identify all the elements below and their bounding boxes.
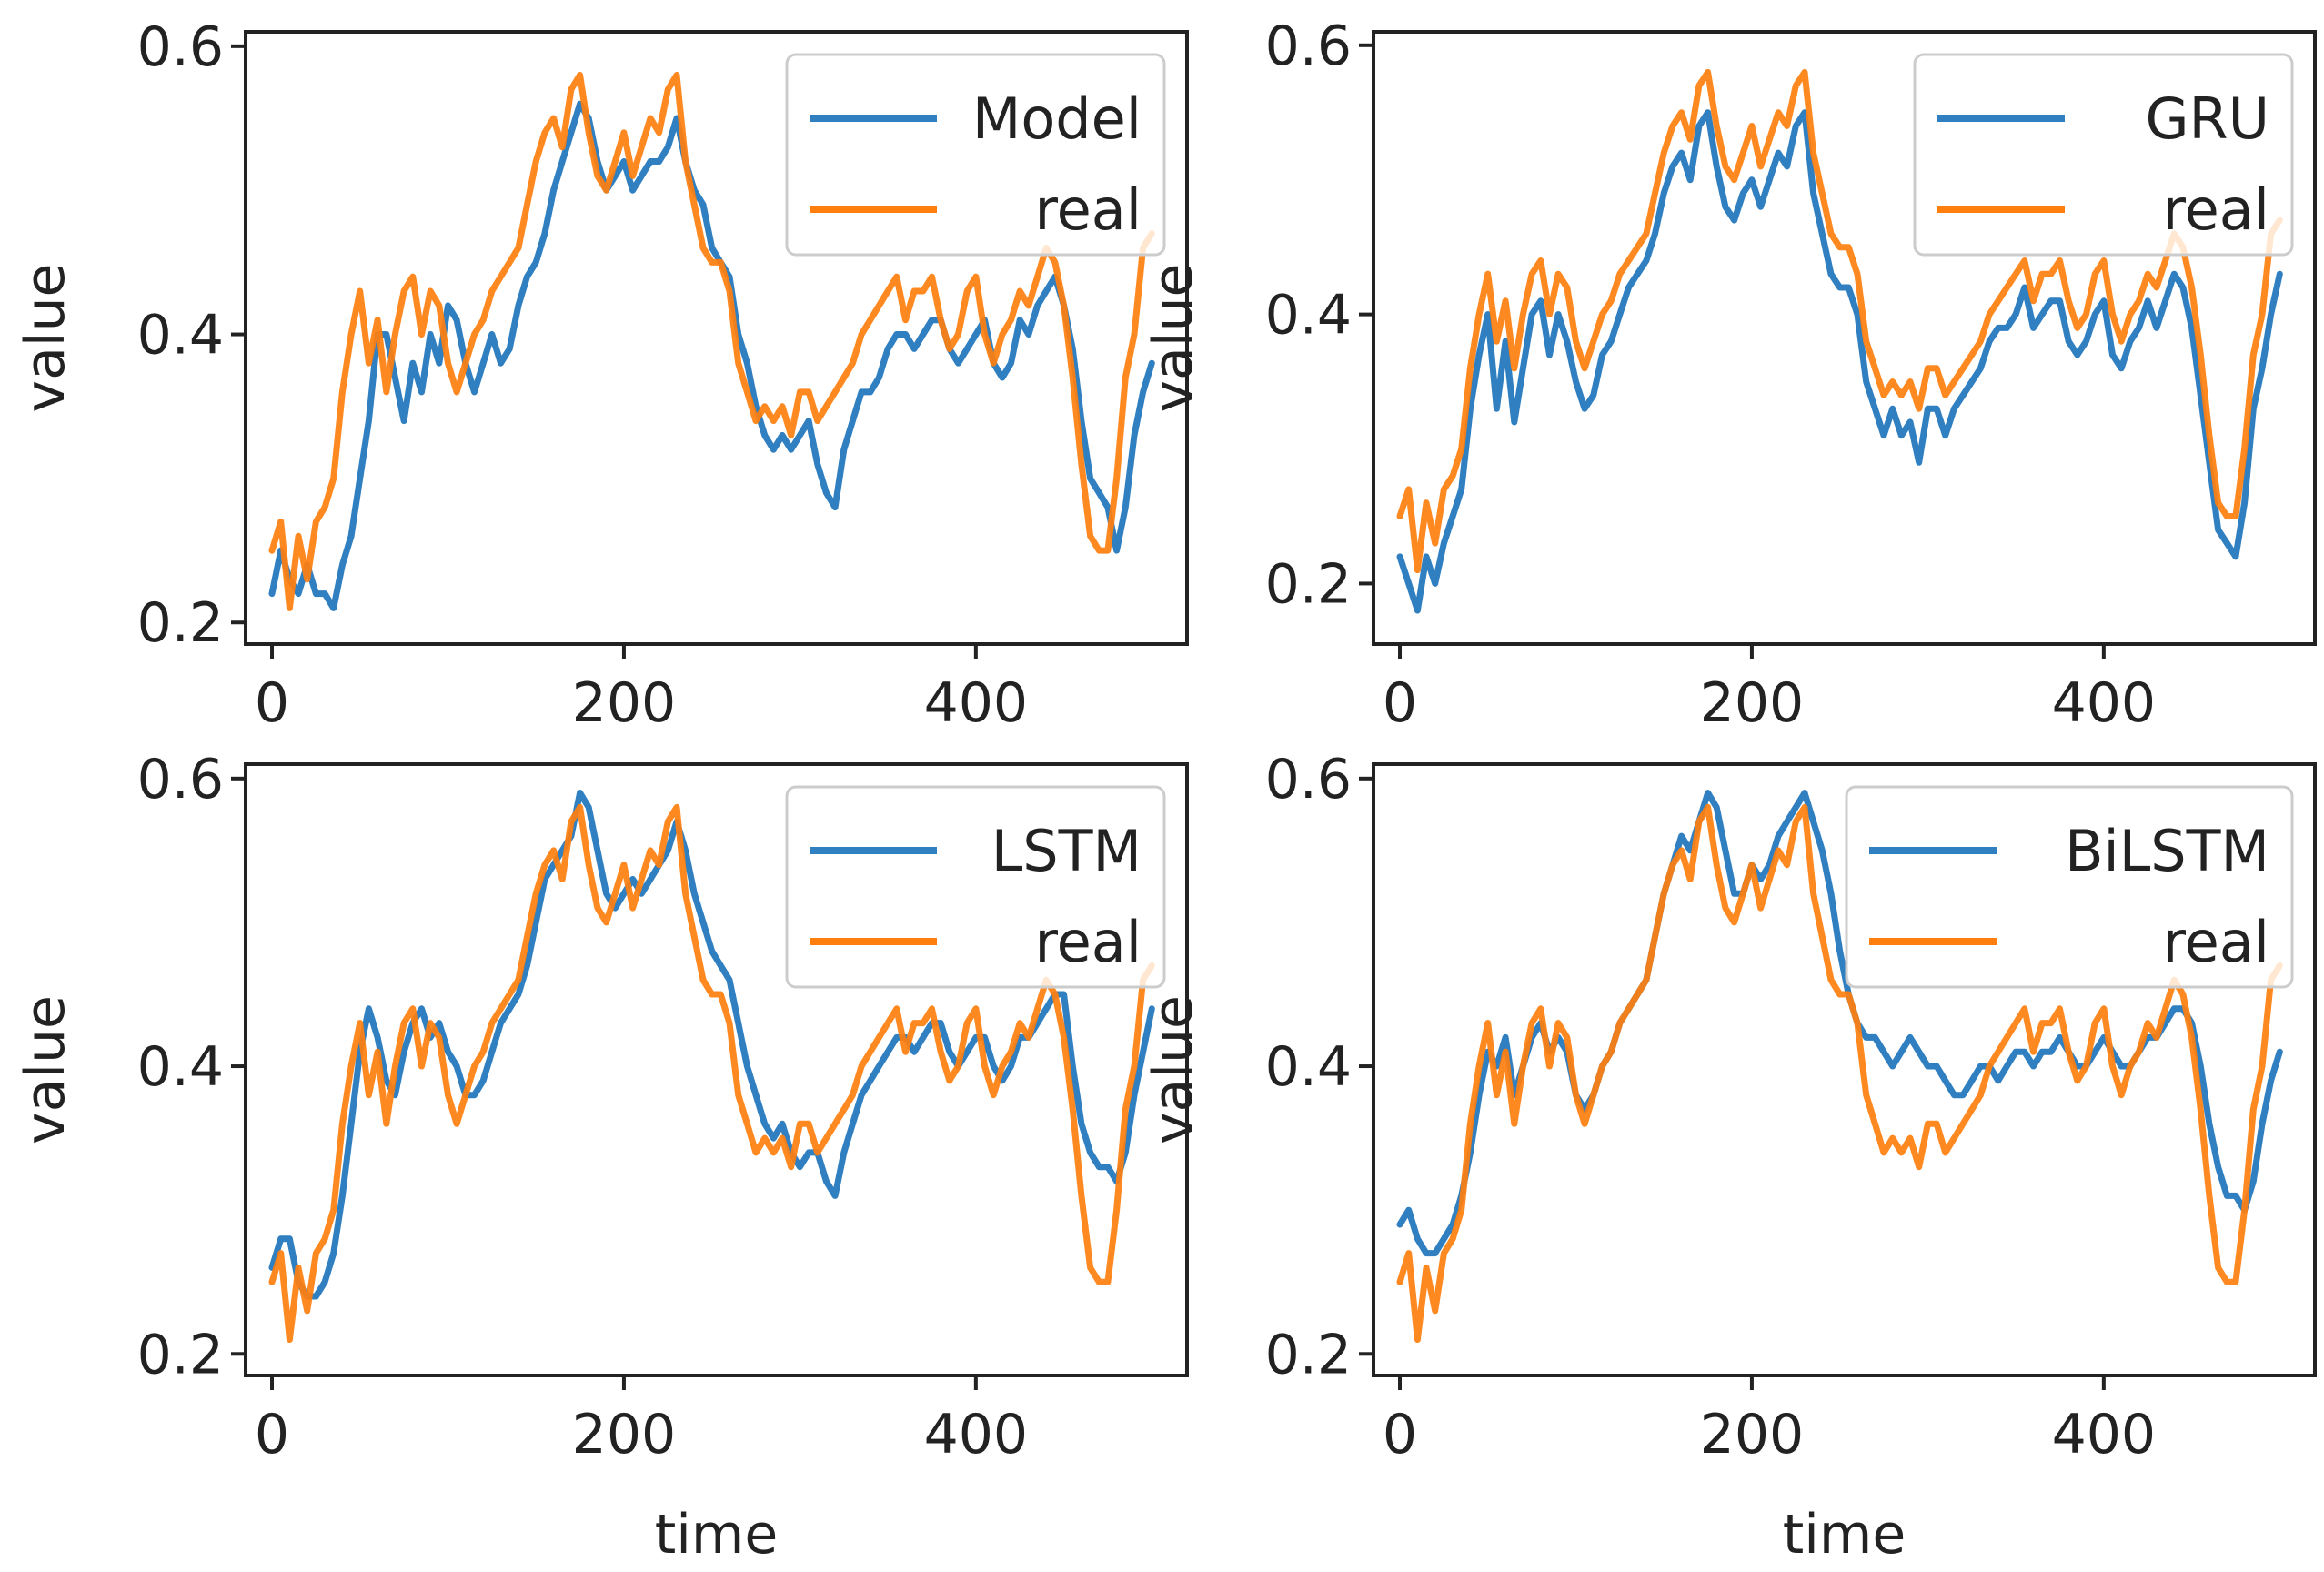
x-tick-label: 400 bbox=[2052, 671, 2157, 735]
series-group bbox=[268, 790, 1155, 1343]
legend: Model real bbox=[785, 53, 1166, 257]
x-tick-label: 200 bbox=[572, 1403, 677, 1466]
legend-label-model: Model bbox=[972, 86, 1142, 152]
series-line-real bbox=[268, 72, 1155, 611]
y-tick-label: 0.6 bbox=[137, 748, 224, 811]
axes-frame bbox=[244, 762, 1189, 1377]
series-group bbox=[1396, 790, 2283, 1343]
y-tick-label: 0.2 bbox=[137, 1323, 224, 1386]
y-tick-label: 0.4 bbox=[137, 304, 224, 368]
axes-frame bbox=[1372, 30, 2317, 646]
x-tick-label: 0 bbox=[255, 671, 289, 735]
x-axis-label: time bbox=[655, 1503, 779, 1567]
chart-panel-bottom-left: 0.2 0.4 0.6 0 200 400 value time LSTM real bbox=[14, 748, 1189, 1567]
x-tick-label: 400 bbox=[924, 1403, 1029, 1466]
x-tick-label: 0 bbox=[1383, 1403, 1417, 1466]
legend-box bbox=[1845, 785, 2294, 989]
y-axis-label: value bbox=[1142, 995, 1205, 1144]
axes-frame bbox=[244, 30, 1189, 646]
y-tick-label: 0.4 bbox=[137, 1035, 224, 1099]
legend-label-real: real bbox=[1035, 176, 1142, 243]
x-tick-label: 400 bbox=[924, 671, 1029, 735]
series-line-real bbox=[1396, 803, 2283, 1343]
y-tick-label: 0.6 bbox=[1265, 748, 1352, 811]
series-line-real bbox=[268, 803, 1155, 1343]
legend-label-real: real bbox=[2163, 176, 2270, 243]
series-line-lstm bbox=[268, 790, 1155, 1300]
chart-panel-top-left: 0.2 0.4 0.6 0 200 400 value Model real bbox=[14, 15, 1189, 735]
legend-label-bilstm: BiLSTM bbox=[2065, 818, 2269, 884]
legend-box bbox=[785, 53, 1166, 257]
x-tick-label: 200 bbox=[1700, 671, 1805, 735]
legend-label-lstm: LSTM bbox=[991, 818, 1142, 884]
y-tick-label: 0.4 bbox=[1265, 284, 1352, 348]
y-tick-label: 0.6 bbox=[1265, 15, 1352, 78]
x-tick-label: 0 bbox=[255, 1403, 289, 1466]
legend-box bbox=[785, 785, 1166, 989]
series-line-gru bbox=[1396, 109, 2283, 614]
legend-label-real: real bbox=[1035, 909, 1142, 975]
y-axis-label: value bbox=[14, 995, 77, 1144]
series-group bbox=[1396, 68, 2283, 614]
series-group bbox=[268, 72, 1155, 611]
y-axis-label: value bbox=[1142, 264, 1205, 413]
y-tick-label: 0.4 bbox=[1265, 1035, 1352, 1099]
x-tick-label: 0 bbox=[1383, 671, 1417, 735]
x-tick-label: 400 bbox=[2052, 1403, 2157, 1466]
legend-label-real: real bbox=[2163, 909, 2270, 975]
x-tick-label: 200 bbox=[572, 671, 677, 735]
chart-panel-top-right: 0.2 0.4 0.6 0 200 400 value GRU real bbox=[1142, 15, 2317, 735]
legend: BiLSTM real bbox=[1845, 785, 2294, 989]
x-tick-label: 200 bbox=[1700, 1403, 1805, 1466]
legend: GRU real bbox=[1913, 53, 2294, 257]
chart-panel-bottom-right: 0.2 0.4 0.6 0 200 400 value time BiLSTM real bbox=[1142, 748, 2317, 1567]
series-line-model bbox=[268, 100, 1155, 611]
legend-label-gru: GRU bbox=[2145, 86, 2269, 152]
y-tick-label: 0.2 bbox=[1265, 1323, 1352, 1386]
y-tick-label: 0.6 bbox=[137, 15, 224, 79]
legend: LSTM real bbox=[785, 785, 1166, 989]
y-axis-label: value bbox=[14, 264, 77, 413]
y-tick-label: 0.2 bbox=[137, 591, 224, 655]
axes-frame bbox=[1372, 762, 2317, 1377]
x-axis-label: time bbox=[1783, 1503, 1906, 1567]
series-line-real bbox=[1396, 68, 2283, 574]
legend-box bbox=[1913, 53, 2294, 257]
y-tick-label: 0.2 bbox=[1265, 552, 1352, 616]
